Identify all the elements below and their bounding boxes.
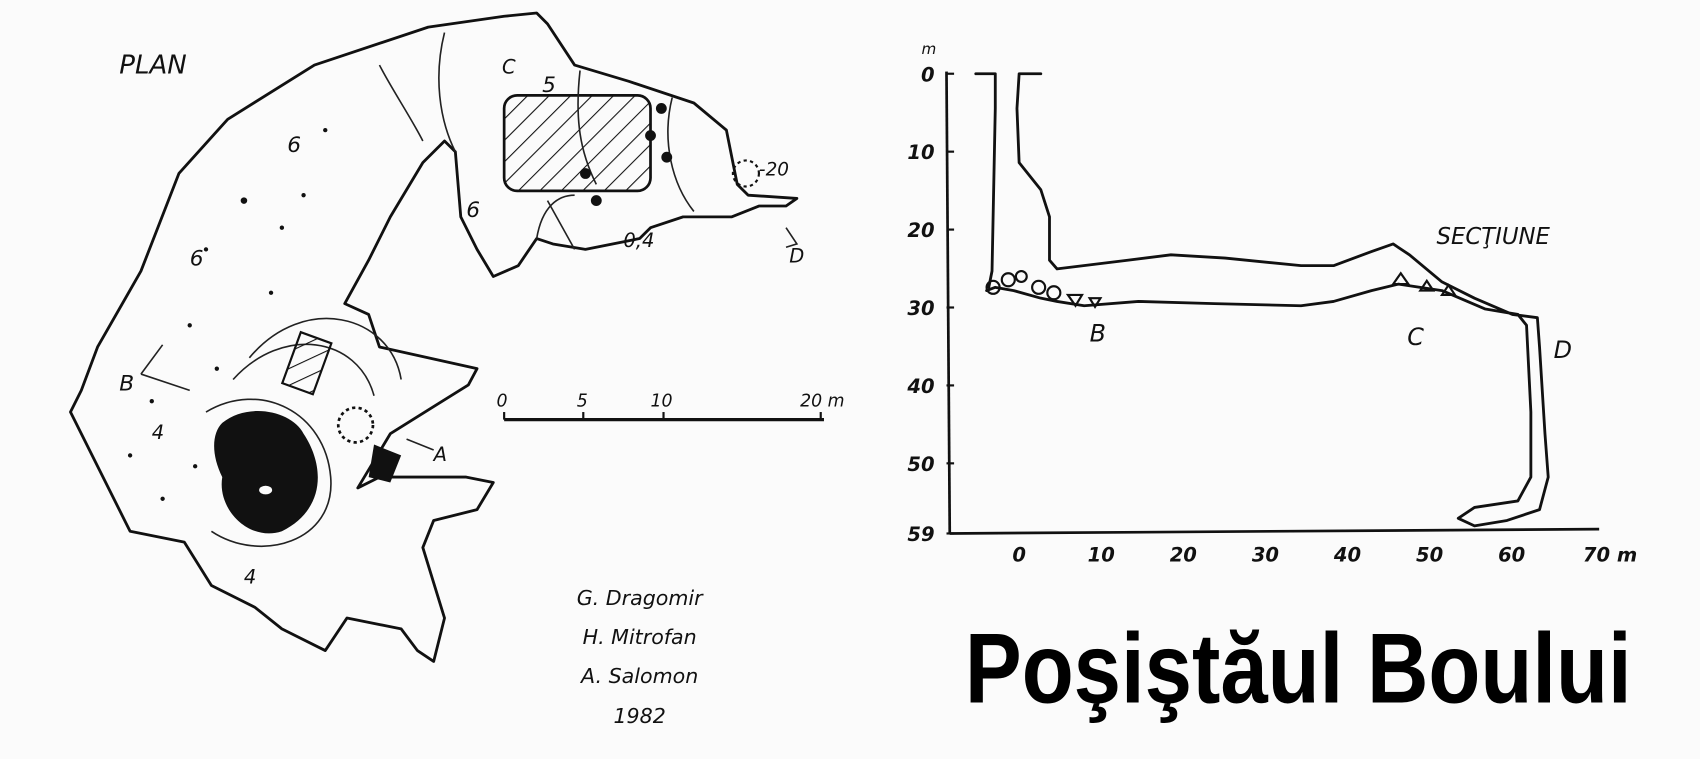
depth-label: 6 [287,133,301,158]
depth-label: 4 [244,565,256,588]
plan-outline [69,11,799,663]
credits: G. Dragomir H. Mitrofan A. Salomon 1982 [577,586,704,728]
dark-lake [214,411,318,534]
scale-bar: 0 5 10 20 m [497,392,845,422]
y-unit-label: m [922,40,937,58]
plan-dots [127,103,673,501]
hatched-area [502,94,652,193]
section-label: SECŢIUNE [1437,224,1551,250]
x-tick-label: 30 [1252,544,1279,567]
y-tick-label: 30 [907,297,934,320]
depth-label: -20 [759,160,789,181]
marker-label-d: D [789,244,804,267]
scale-tick-label: 20 m [800,392,844,412]
x-tick-label: 40 [1333,544,1361,567]
plan-label: PLAN [119,51,186,81]
section-marker-d: D [1554,336,1572,364]
boulders [985,269,1458,309]
x-tick-label: 20 [1170,544,1197,567]
author: H. Mitrofan [583,625,697,649]
page-title: Poşiştăul Boului [965,614,1632,725]
y-tick-label: 10 [907,141,934,164]
y-axis [945,71,952,534]
x-tick-label: 50 [1416,544,1443,567]
x-tick-label: 70 m [1583,544,1637,567]
depth-label: 0,4 [623,229,654,252]
section-marker-c: C [1407,323,1424,351]
depth-label: 4 [152,421,164,444]
author: A. Salomon [579,664,698,688]
y-tick-label: 40 [906,375,934,398]
depth-label: 5 [542,73,556,98]
depth-label: 6 [190,247,204,272]
marker-label-b: B [119,371,134,396]
shaft-icon [336,406,375,444]
author: G. Dragomir [577,586,704,610]
x-tick-label: 0 [1012,544,1026,567]
x-axis [949,527,1600,535]
depth-label: 6 [466,198,480,223]
y-tick-label: 59 [907,523,934,546]
x-tick-label: 60 [1498,544,1525,567]
scale-tick-label: 5 [577,392,588,412]
y-tick-label: 0 [921,63,935,86]
section-marker-b: B [1090,320,1106,348]
marker-label-a: A [432,443,447,466]
y-tick-label: 20 [907,219,934,242]
marker-label-c: C [502,56,516,79]
year: 1982 [613,704,665,728]
y-tick-label: 50 [907,453,934,476]
section-profile [974,72,1550,528]
scale-tick-label: 0 [497,392,508,412]
scale-tick-label: 10 [651,392,673,412]
x-tick-label: 10 [1088,544,1115,567]
plan-view: PLAN 6 6 6 5 4 4 0,4 -20 B [69,11,845,663]
